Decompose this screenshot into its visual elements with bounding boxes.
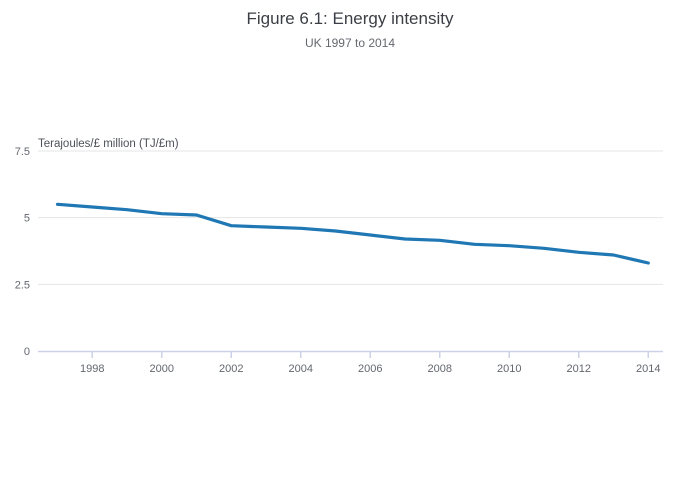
y-tick-label-5: 5 <box>24 213 30 225</box>
x-tick-label-2010: 2010 <box>497 363 521 375</box>
energy-intensity-line <box>55 202 650 265</box>
x-tick-label-2012: 2012 <box>567 363 591 375</box>
x-tick-label-2006: 2006 <box>358 363 382 375</box>
x-axis <box>38 350 663 358</box>
y-axis-title: Terajoules/£ million (TJ/£m) <box>38 138 179 150</box>
x-tick-label-2008: 2008 <box>428 363 452 375</box>
x-tick-label-2014: 2014 <box>636 363 660 375</box>
gridlines <box>38 150 663 285</box>
x-tick-label-2000: 2000 <box>150 363 174 375</box>
y-tick-label-7.5: 7.5 <box>15 146 30 158</box>
x-tick-label-1998: 1998 <box>80 363 104 375</box>
chart-subtitle: UK 1997 to 2014 <box>305 36 395 50</box>
y-tick-label-0: 0 <box>24 346 30 358</box>
x-tick-label-2004: 2004 <box>289 363 313 375</box>
data-series <box>55 202 650 265</box>
x-tick-labels: 1998 2000 2002 2004 2006 2008 2010 2012 2014 <box>80 363 660 375</box>
y-tick-label-2.5: 2.5 <box>15 279 30 291</box>
chart-title: Figure 6.1: Energy intensity <box>247 9 454 28</box>
y-tick-labels: 0 2.5 5 7.5 <box>15 146 30 358</box>
x-tick-label-2002: 2002 <box>219 363 243 375</box>
